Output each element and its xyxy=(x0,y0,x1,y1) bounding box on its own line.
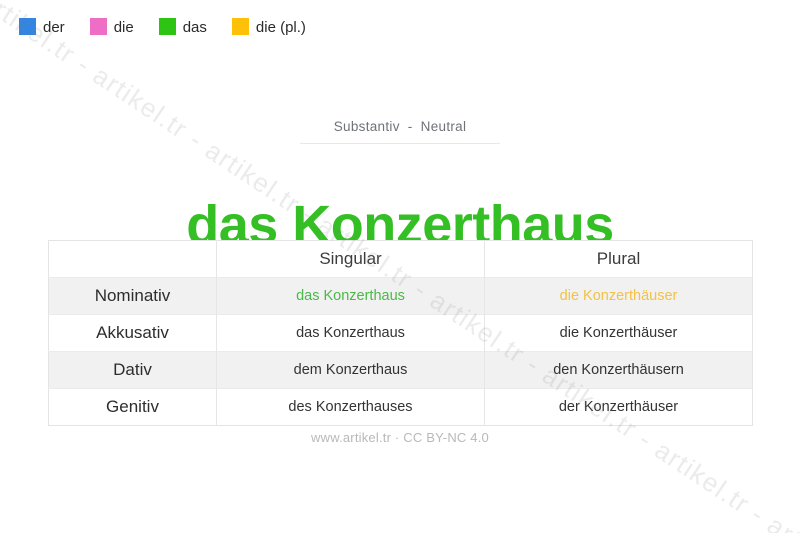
der-color-swatch xyxy=(19,18,36,35)
plural-value: den Konzerthäusern xyxy=(484,351,753,389)
subtitle-divider xyxy=(300,143,500,144)
word-category-label: Substantiv - Neutral xyxy=(333,119,467,134)
column-header-singular: Singular xyxy=(216,240,485,278)
singular-value: des Konzerthauses xyxy=(216,388,485,426)
gender-legend: der die das die (pl.) xyxy=(19,18,306,35)
plural-value: die Konzerthäuser xyxy=(484,314,753,352)
legend-item-die: die xyxy=(89,18,134,36)
legend-item-der: der xyxy=(19,18,65,35)
table-row-genitiv: Genitiv des Konzerthauses der Konzerthäu… xyxy=(48,388,753,426)
die-color-swatch xyxy=(89,18,107,35)
declension-table: Singular Plural Nominativ das Konzerthau… xyxy=(48,240,753,426)
legend-label-der: der xyxy=(43,18,65,36)
singular-value: das Konzerthaus xyxy=(216,277,485,315)
legend-item-die-pl: die (pl.) xyxy=(231,18,306,36)
table-row-akkusativ: Akkusativ das Konzerthaus die Konzerthäu… xyxy=(48,314,753,352)
legend-label-die: die xyxy=(113,18,134,36)
column-header-plural: Plural xyxy=(484,240,753,278)
legend-label-das: das xyxy=(182,18,207,36)
plural-value: die Konzerthäuser xyxy=(484,277,753,315)
singular-value: dem Konzerthaus xyxy=(216,351,485,389)
legend-label-die-pl: die (pl.) xyxy=(255,18,306,36)
table-header-row: Singular Plural xyxy=(48,240,753,278)
die-pl-color-swatch xyxy=(231,18,249,35)
table-row-nominativ: Nominativ das Konzerthaus die Konzerthäu… xyxy=(48,277,753,315)
column-header-case xyxy=(48,240,217,278)
legend-item-das: das xyxy=(158,18,207,36)
singular-value: das Konzerthaus xyxy=(216,314,485,352)
case-label: Dativ xyxy=(48,351,217,389)
footer-attribution: www.artikel.tr · CC BY-NC 4.0 xyxy=(311,430,489,445)
table-row-dativ: Dativ dem Konzerthaus den Konzerthäusern xyxy=(48,351,753,389)
plural-value: der Konzerthäuser xyxy=(484,388,753,426)
case-label: Nominativ xyxy=(48,277,217,315)
das-color-swatch xyxy=(158,18,176,35)
case-label: Akkusativ xyxy=(48,314,217,352)
case-label: Genitiv xyxy=(48,388,217,426)
